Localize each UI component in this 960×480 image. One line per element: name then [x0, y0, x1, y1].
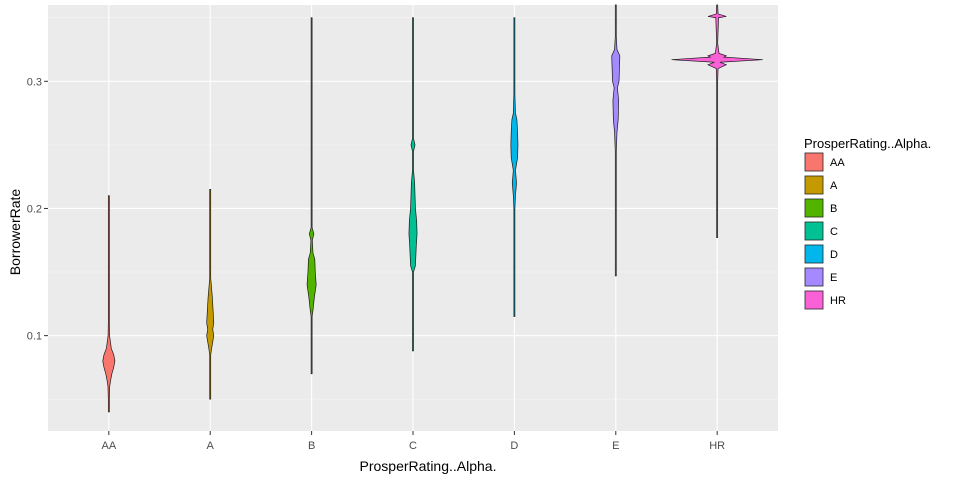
legend-key-d — [804, 244, 824, 264]
x-tick-label: B — [308, 440, 315, 452]
violin-e — [611, 4, 621, 277]
x-tick-label: A — [207, 440, 215, 452]
legend-label-e: E — [830, 272, 837, 284]
x-tick-label: E — [612, 440, 619, 452]
legend-key-a — [804, 175, 824, 195]
violin-b — [306, 17, 317, 375]
x-axis-ticks: AA A B C D E HR — [101, 431, 725, 452]
x-tick-label: AA — [101, 440, 116, 452]
y-tick-label: 0.3 — [27, 76, 42, 88]
y-tick-label: 0.1 — [27, 331, 42, 343]
legend-key-b — [804, 198, 824, 218]
x-tick-label: HR — [709, 440, 725, 452]
legend-label-c: C — [830, 226, 838, 238]
x-tick-label: C — [409, 440, 417, 452]
violin-aa — [102, 195, 116, 413]
y-axis-title: BorrowerRate — [7, 189, 23, 276]
x-tick-label: D — [510, 440, 518, 452]
legend-label-hr: HR — [830, 295, 846, 307]
legend-key-hr — [804, 290, 824, 310]
violin-d — [510, 17, 519, 317]
y-tick-label: 0.2 — [27, 203, 42, 215]
x-axis-title: ProsperRating..Alpha. — [360, 458, 497, 474]
legend-key-aa — [804, 152, 824, 172]
legend-key-c — [804, 221, 824, 241]
violin-a — [206, 189, 215, 400]
legend-key-e — [804, 267, 824, 287]
violin-hr — [671, 4, 763, 239]
legend-label-a: A — [830, 180, 838, 192]
legend-label-aa: AA — [830, 157, 845, 169]
violin-c — [408, 17, 418, 352]
legend-label-d: D — [830, 249, 838, 261]
violins — [102, 4, 763, 413]
legend-title: ProsperRating..Alpha. — [804, 136, 931, 151]
y-axis-ticks: 0.1 0.2 0.3 — [27, 76, 48, 343]
legend-label-b: B — [830, 203, 837, 215]
